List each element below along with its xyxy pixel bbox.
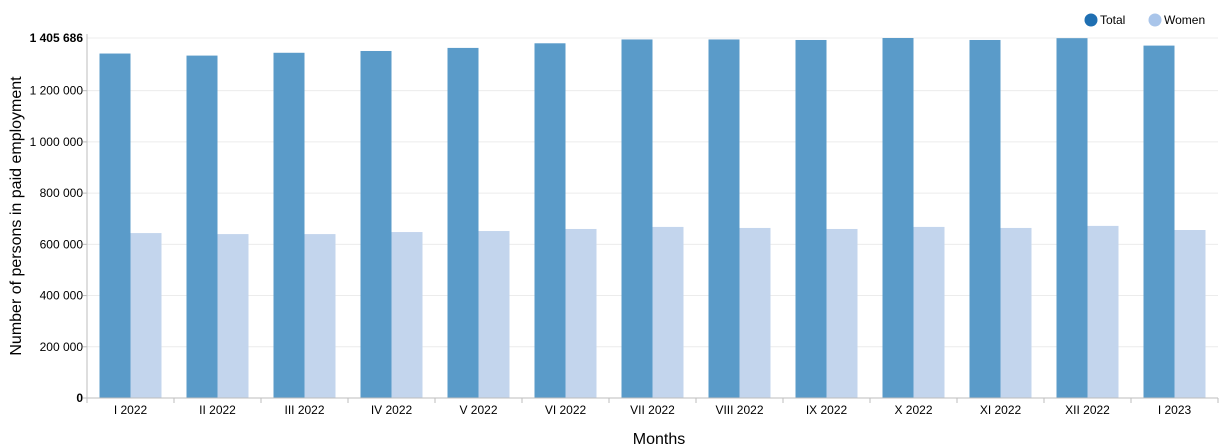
bar-total-2[interactable]	[273, 52, 305, 399]
bar-total-4[interactable]	[447, 47, 479, 398]
bar-total-3[interactable]	[360, 50, 392, 398]
bar-total-11[interactable]	[1056, 38, 1088, 398]
bar-women-6[interactable]	[652, 226, 684, 398]
y-tick-label: 0	[76, 391, 83, 405]
bar-women-7[interactable]	[739, 227, 771, 398]
bar-women-9[interactable]	[913, 226, 945, 398]
y-tick-labels: 0 200 000 400 000 600 000 800 000 1 000 000 1 …	[30, 84, 84, 405]
y-axis-max-label: 1 405 686	[30, 31, 84, 45]
bar-women-11[interactable]	[1087, 225, 1119, 398]
x-tick-label: IV 2022	[371, 403, 413, 417]
axes	[83, 34, 1219, 403]
x-axis-title: Months	[633, 431, 685, 447]
x-tick-label: VI 2022	[545, 403, 587, 417]
bar-total-9[interactable]	[882, 38, 914, 398]
bar-women-2[interactable]	[304, 234, 336, 398]
bar-total-8[interactable]	[795, 39, 827, 398]
bar-women-0[interactable]	[130, 233, 162, 398]
bars	[99, 38, 1206, 399]
legend-label-women: Women	[1164, 13, 1205, 27]
x-tick-labels: I 2022 II 2022 III 2022 IV 2022 V 2022 VI 202…	[114, 403, 1192, 417]
x-tick-label: II 2022	[199, 403, 236, 417]
bar-total-0[interactable]	[99, 53, 131, 399]
bar-total-1[interactable]	[186, 55, 218, 399]
legend: Total Women	[1084, 13, 1206, 27]
bar-women-10[interactable]	[1000, 227, 1032, 398]
bar-total-6[interactable]	[621, 39, 653, 398]
y-axis-title: Number of persons in paid employment	[8, 76, 25, 356]
x-tick-label: XI 2022	[980, 403, 1022, 417]
bar-total-7[interactable]	[708, 39, 740, 398]
x-tick-label: VIII 2022	[715, 403, 763, 417]
y-tick-label: 1 000 000	[30, 135, 84, 149]
bar-women-5[interactable]	[565, 228, 597, 398]
x-tick-label: IX 2022	[806, 403, 848, 417]
bar-total-5[interactable]	[534, 43, 566, 399]
x-tick-label: XII 2022	[1065, 403, 1110, 417]
bar-total-10[interactable]	[969, 39, 1001, 398]
legend-item-women[interactable]: Women	[1148, 13, 1206, 27]
x-tick-label: III 2022	[284, 403, 324, 417]
legend-item-total[interactable]: Total	[1084, 13, 1126, 27]
x-tick-label: VII 2022	[630, 403, 675, 417]
y-tick-label: 800 000	[40, 186, 84, 200]
y-tick-label: 600 000	[40, 237, 84, 251]
x-tick-label: X 2022	[894, 403, 932, 417]
x-tick-label: I 2022	[114, 403, 148, 417]
legend-marker-women	[1148, 13, 1162, 27]
bar-total-12[interactable]	[1143, 45, 1175, 399]
legend-label-total: Total	[1100, 13, 1125, 27]
bar-women-8[interactable]	[826, 228, 858, 398]
bar-women-4[interactable]	[478, 231, 510, 398]
bar-women-3[interactable]	[391, 232, 423, 398]
legend-marker-total	[1084, 13, 1098, 27]
bar-women-1[interactable]	[217, 234, 249, 398]
y-tick-label: 400 000	[40, 289, 84, 303]
y-tick-label: 200 000	[40, 340, 84, 354]
x-tick-label: I 2023	[1158, 403, 1192, 417]
y-tick-label: 1 200 000	[30, 84, 84, 98]
x-tick-label: V 2022	[459, 403, 497, 417]
bar-women-12[interactable]	[1174, 229, 1206, 398]
